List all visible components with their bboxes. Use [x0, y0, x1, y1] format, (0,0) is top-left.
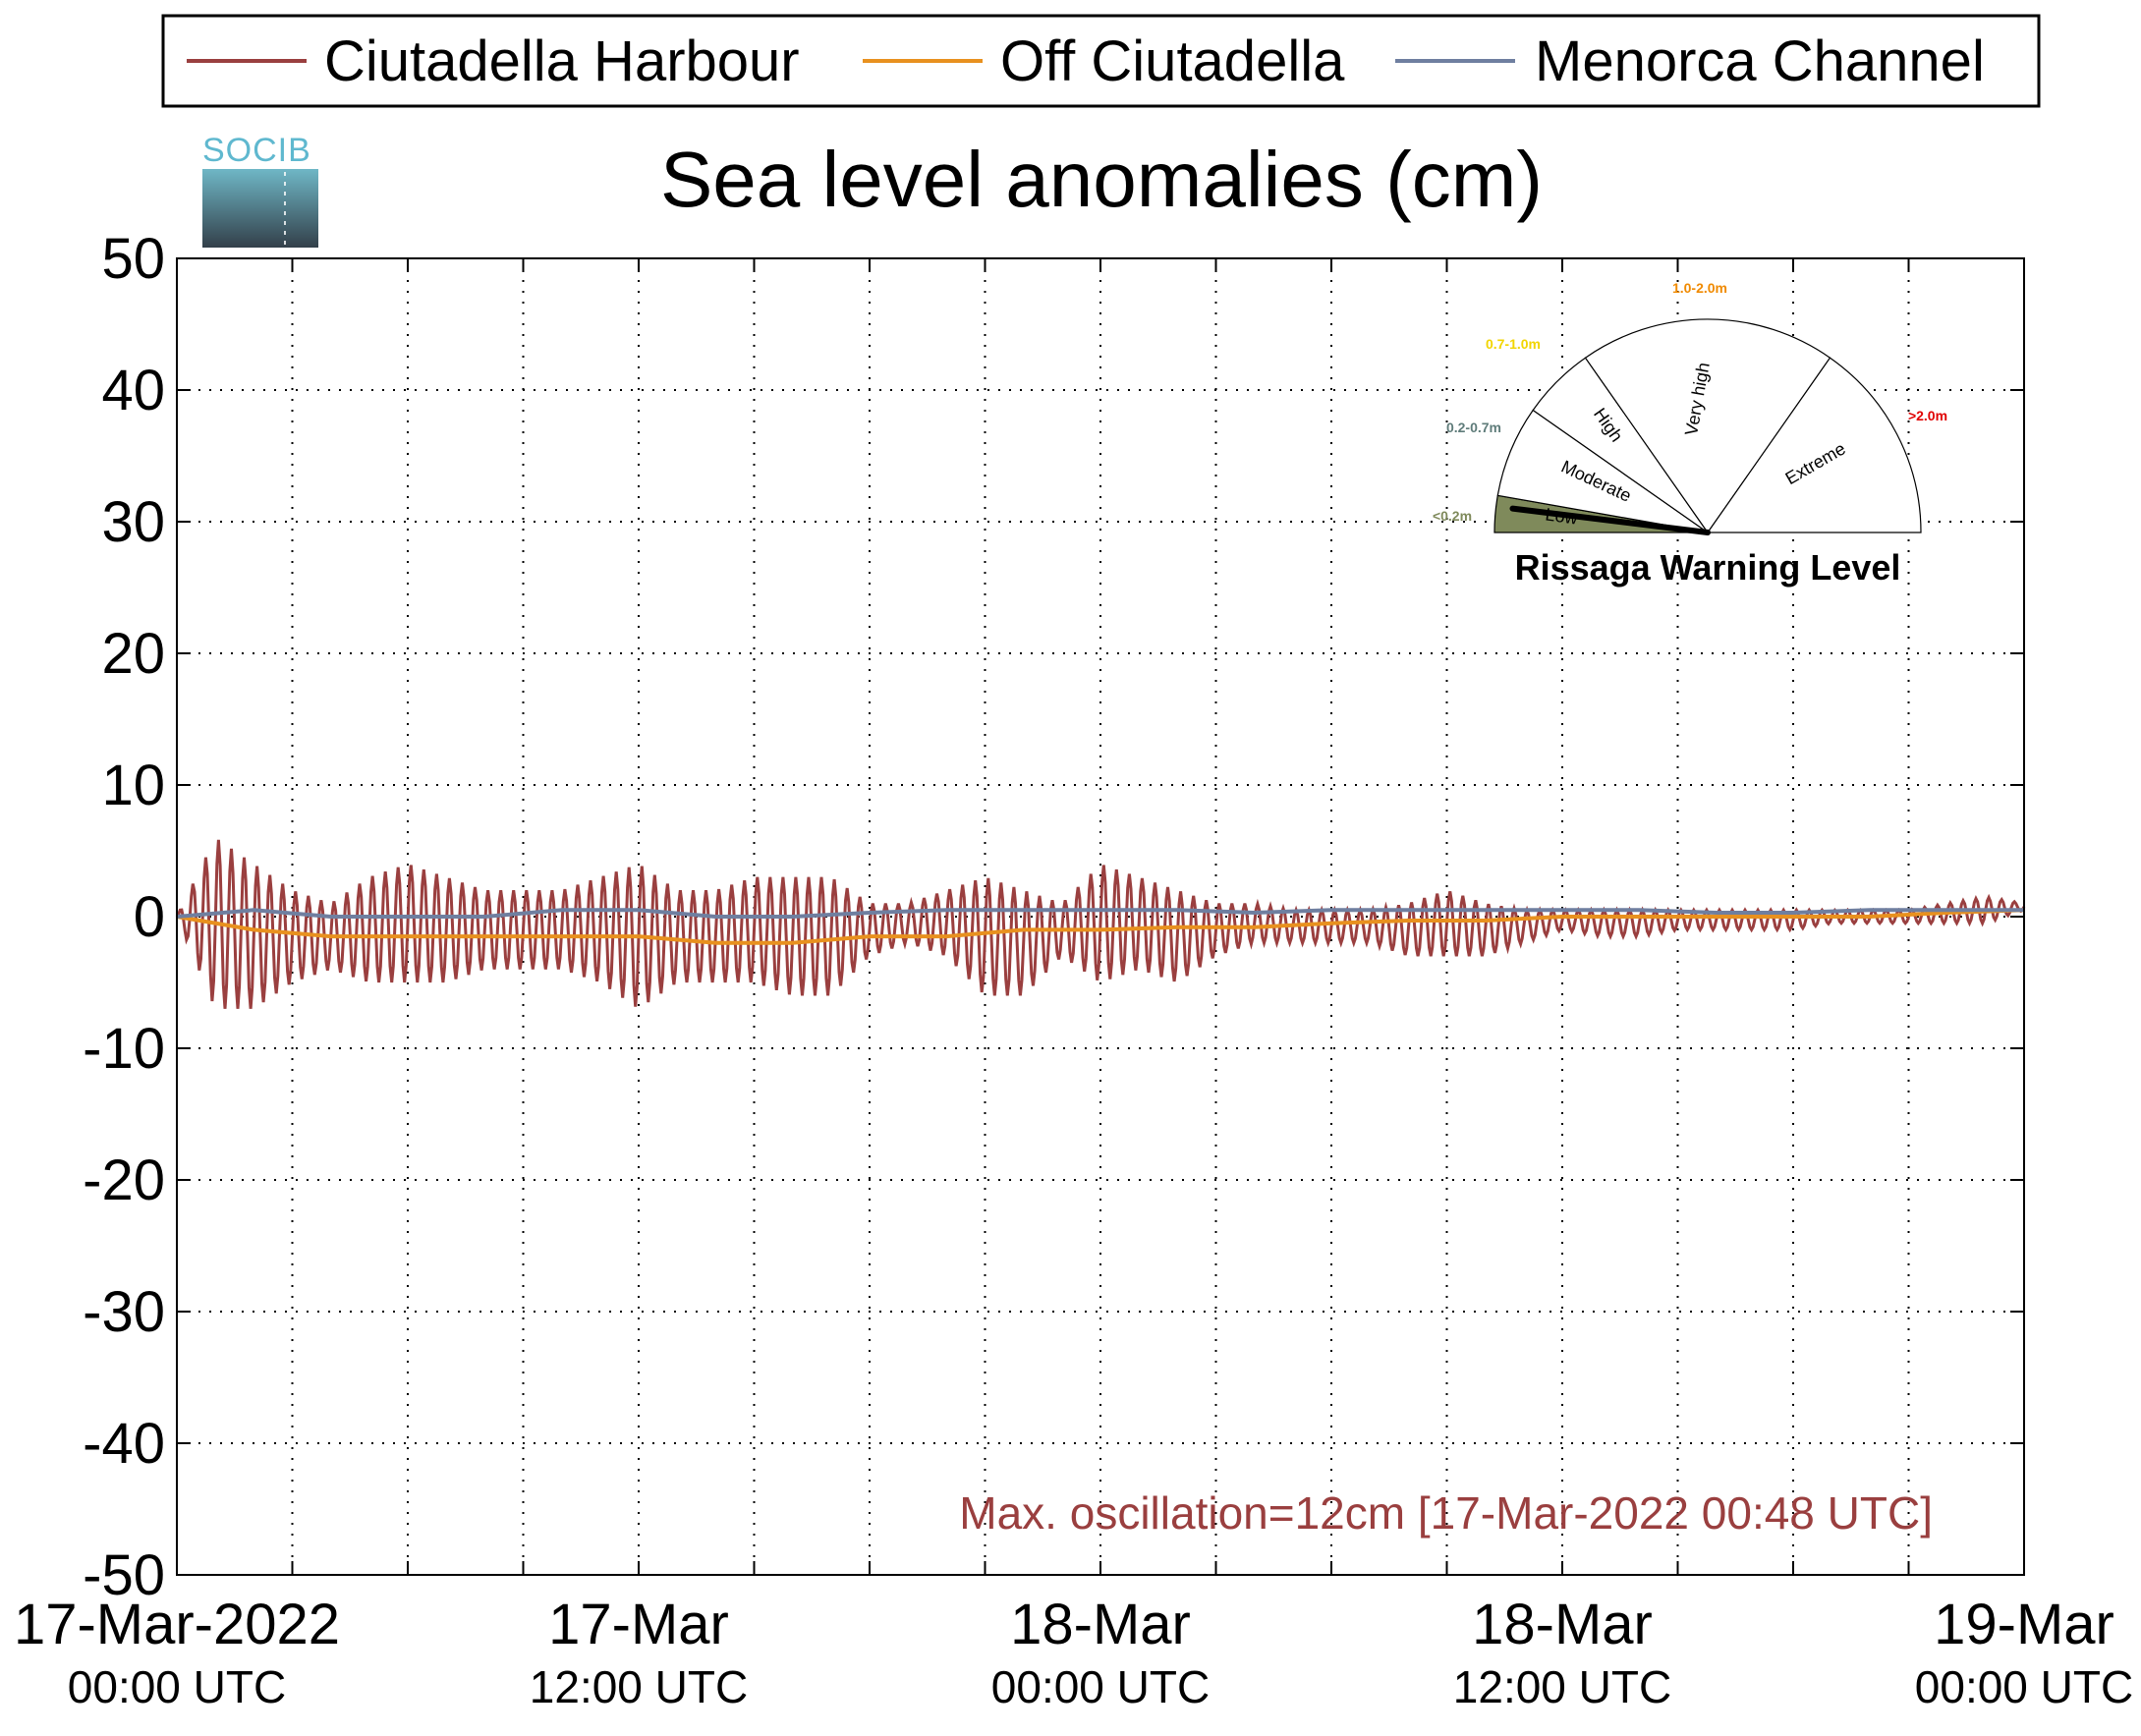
gauge-range-label: 1.0-2.0m: [1672, 280, 1727, 296]
x-tick-label-time: 00:00 UTC: [991, 1661, 1210, 1712]
series-group: [175, 839, 2026, 1009]
y-tick-label: 0: [134, 885, 165, 949]
y-tick-label: -20: [83, 1148, 165, 1212]
y-tick-label: -30: [83, 1280, 165, 1344]
chart-title: Sea level anomalies (cm): [660, 136, 1543, 223]
legend-box: [161, 14, 2041, 108]
y-tick-label: 40: [101, 359, 165, 422]
series-line-off-ciutadella: [176, 908, 2025, 945]
gauge-needle: [1509, 505, 1711, 535]
legend-label-off-ciutadella: Off Ciutadella: [1000, 29, 1345, 93]
x-tick-label-time: 12:00 UTC: [1453, 1661, 1671, 1712]
y-tick-label: 20: [101, 622, 165, 686]
x-tick-label-time: 00:00 UTC: [1915, 1661, 2133, 1712]
gauge-sector-extreme: [1706, 357, 1922, 533]
y-tick-label: 30: [101, 490, 165, 554]
x-tick-label-date: 17-Mar: [548, 1593, 729, 1656]
gauge-range-label: >2.0m: [1908, 408, 1947, 423]
legend: Ciutadella Harbour Off Ciutadella Menorc…: [161, 14, 2041, 108]
x-tick-label-date: 18-Mar: [1010, 1593, 1191, 1656]
y-tick-label: -40: [83, 1412, 165, 1476]
x-tick-label-time: 00:00 UTC: [68, 1661, 286, 1712]
logo-band: [202, 169, 318, 248]
y-tick-label: -10: [83, 1017, 165, 1081]
legend-label-ciutadella-harbour: Ciutadella Harbour: [324, 29, 800, 93]
gauge-sector-very-high: [1584, 318, 1831, 534]
logo-wordmark: SOCIB: [202, 132, 311, 169]
max-oscillation-annotation: Max. oscillation=12cm [17-Mar-2022 00:48…: [959, 1487, 1933, 1539]
x-tick-label-date: 18-Mar: [1472, 1593, 1653, 1656]
series-line-menorca-channel: [176, 908, 2024, 919]
x-tick-label-date: 19-Mar: [1934, 1593, 2114, 1656]
x-tick-label-date: 17-Mar-2022: [14, 1593, 340, 1656]
legend-label-menorca-channel: Menorca Channel: [1535, 29, 1985, 93]
gauge-range-label: 0.7-1.0m: [1486, 336, 1541, 352]
gauge-title: Rissaga Warning Level: [1515, 547, 1901, 588]
y-tick-label: -50: [83, 1543, 165, 1607]
y-tick-label: 50: [101, 227, 165, 291]
y-axis: 50 40 30 20 10 0 -10 -20 -30 -40 -50: [83, 227, 2024, 1607]
y-tick-label: 10: [101, 754, 165, 817]
socib-logo: SOCIB: [202, 132, 318, 248]
gauge-range-label: <0.2m: [1433, 508, 1472, 524]
series-line-ciutadella-harbour: [175, 839, 2026, 1009]
gauge-range-label: 0.2-0.7m: [1446, 420, 1501, 435]
rissaga-gauge: LowModerateHighVery highExtreme<0.2m0.2-…: [1433, 280, 1947, 588]
x-tick-label-time: 12:00 UTC: [530, 1661, 748, 1712]
plot-frame: [176, 257, 2025, 1576]
